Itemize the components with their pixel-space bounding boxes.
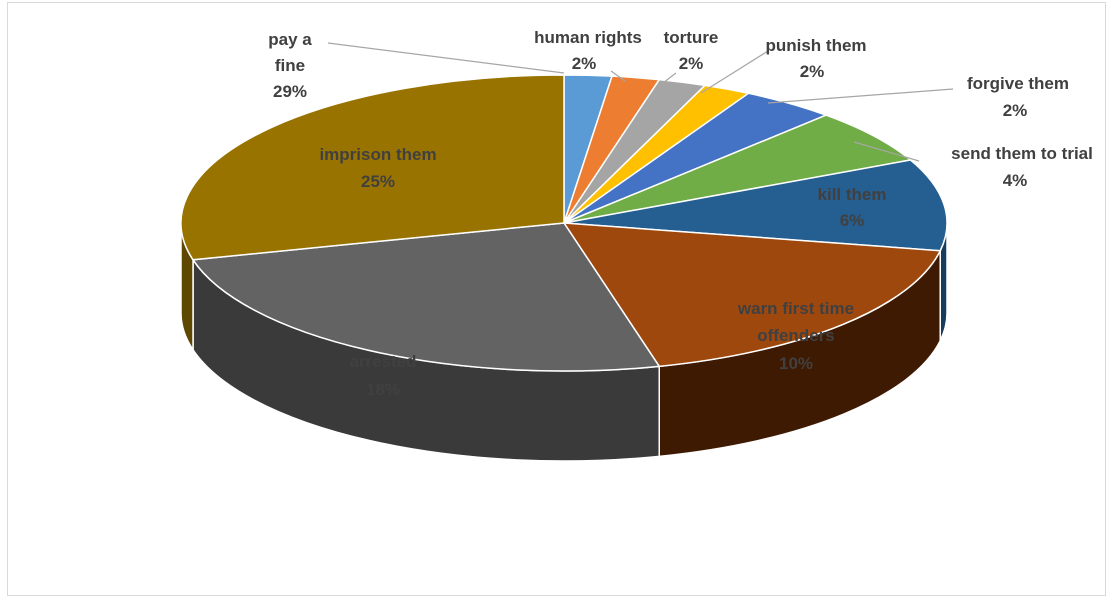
slice-label-5-line-0: send them to trial <box>951 144 1093 163</box>
slice-label-7-line-0: warn first time <box>737 299 854 318</box>
slice-label-6-line-0: kill them <box>818 185 887 204</box>
slice-label-8-line-0: arrested <box>349 352 416 371</box>
pie-slice-7 <box>562 222 942 368</box>
slice-value-1: 2% <box>572 54 597 73</box>
leader-line-0 <box>327 42 565 74</box>
pie-slice-6 <box>563 159 948 252</box>
slice-label-3-line-0: punish them <box>765 36 866 55</box>
slice-value-3: 2% <box>800 62 825 81</box>
slice-value-7: 10% <box>779 354 813 373</box>
slice-value-2: 2% <box>679 54 704 73</box>
slice-value-4: 2% <box>1003 101 1028 120</box>
slice-value-0: 29% <box>273 82 307 101</box>
pie-chart: pay a fine 29% human rights 2% torture 2% punis… <box>180 28 1093 462</box>
slice-value-8: 18% <box>366 380 400 399</box>
slice-label-9-line-0: imprison them <box>319 145 436 164</box>
leader-lines <box>327 42 954 162</box>
pie-slice-9 <box>180 74 565 261</box>
slice-label-0-line-0: pay a <box>268 30 312 49</box>
leader-line-2 <box>662 72 677 84</box>
slice-value-6: 6% <box>840 211 865 230</box>
chart-area: pay a fine 29% human rights 2% torture 2% punis… <box>7 2 1106 596</box>
data-labels: pay a fine 29% human rights 2% torture 2% punis… <box>268 28 1093 399</box>
pie-tops <box>180 74 948 372</box>
slice-label-7-line-1: offenders <box>757 326 834 345</box>
pie-slice-8 <box>191 222 661 372</box>
leader-line-3 <box>700 50 769 94</box>
slice-label-2-line-0: torture <box>664 28 719 47</box>
slice-label-1-line-0: human rights <box>534 28 642 47</box>
leader-line-4 <box>767 88 954 104</box>
slice-label-4-line-0: forgive them <box>967 74 1069 93</box>
leader-line-5 <box>853 141 920 162</box>
slice-value-5: 4% <box>1003 171 1028 190</box>
slice-label-0-line-1: fine <box>275 56 305 75</box>
slice-value-9: 25% <box>361 172 395 191</box>
leader-line-1 <box>610 70 626 82</box>
pie-slice-5 <box>563 114 913 224</box>
